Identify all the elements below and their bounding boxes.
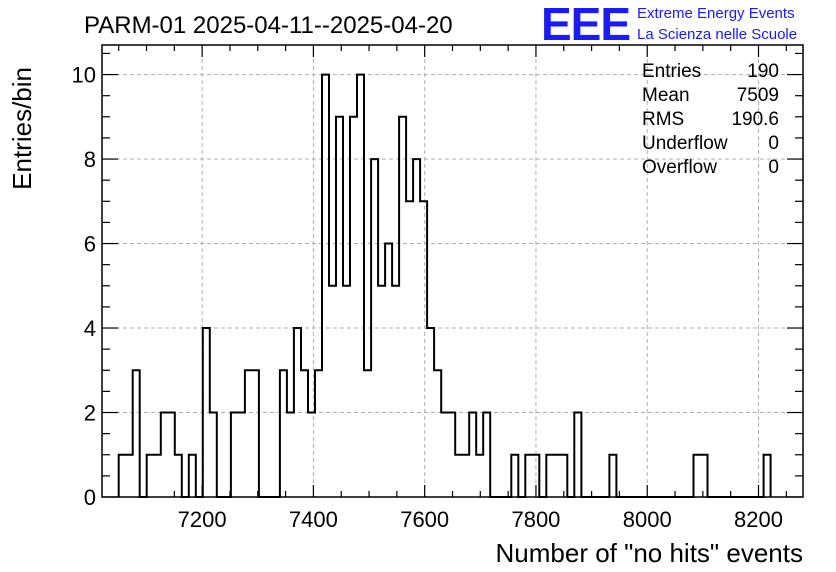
logo-mark: EEE (541, 0, 630, 50)
x-tick-label: 7600 (400, 507, 449, 532)
logo-line-2: La Scienza nelle Scuole (637, 26, 797, 43)
stats-value: 190 (747, 61, 779, 82)
x-tick-label: 7800 (511, 507, 560, 532)
y-tick-label: 4 (84, 316, 96, 341)
stats-label: Underflow (642, 133, 728, 154)
x-tick-label: 8200 (734, 507, 783, 532)
stats-label: Entries (642, 61, 701, 82)
x-axis-label: Number of "no hits" events (496, 538, 804, 568)
eee-logo: EEE Extreme Energy Events La Scienza nel… (541, 0, 797, 50)
tick-labels: 7200 7400 7600 7800 8000 8200 0 2 4 6 8 10 (72, 63, 783, 532)
y-tick-label: 10 (72, 63, 96, 88)
stats-value: 0 (768, 133, 779, 154)
y-tick-label: 0 (84, 485, 96, 510)
plot-frame (101, 44, 804, 498)
axis-ticks (102, 45, 803, 498)
x-tick-label: 7200 (178, 507, 227, 532)
stats-value: 0 (768, 157, 779, 178)
y-tick-label: 8 (84, 147, 96, 172)
y-axis-label: Entries/bin (7, 67, 37, 190)
grid (102, 45, 803, 497)
x-tick-label: 8000 (623, 507, 672, 532)
y-tick-label: 2 (84, 401, 96, 426)
stats-value: 7509 (737, 85, 779, 106)
stats-value: 190.6 (731, 109, 779, 130)
stats-label: Mean (642, 85, 690, 106)
y-tick-label: 6 (84, 232, 96, 257)
stats-label: RMS (642, 109, 684, 130)
logo-line-1: Extreme Energy Events (637, 5, 795, 22)
chart-title: PARM-01 2025-04-11--2025-04-20 (84, 12, 453, 39)
stats-label: Overflow (642, 157, 717, 178)
x-tick-label: 7400 (289, 507, 338, 532)
